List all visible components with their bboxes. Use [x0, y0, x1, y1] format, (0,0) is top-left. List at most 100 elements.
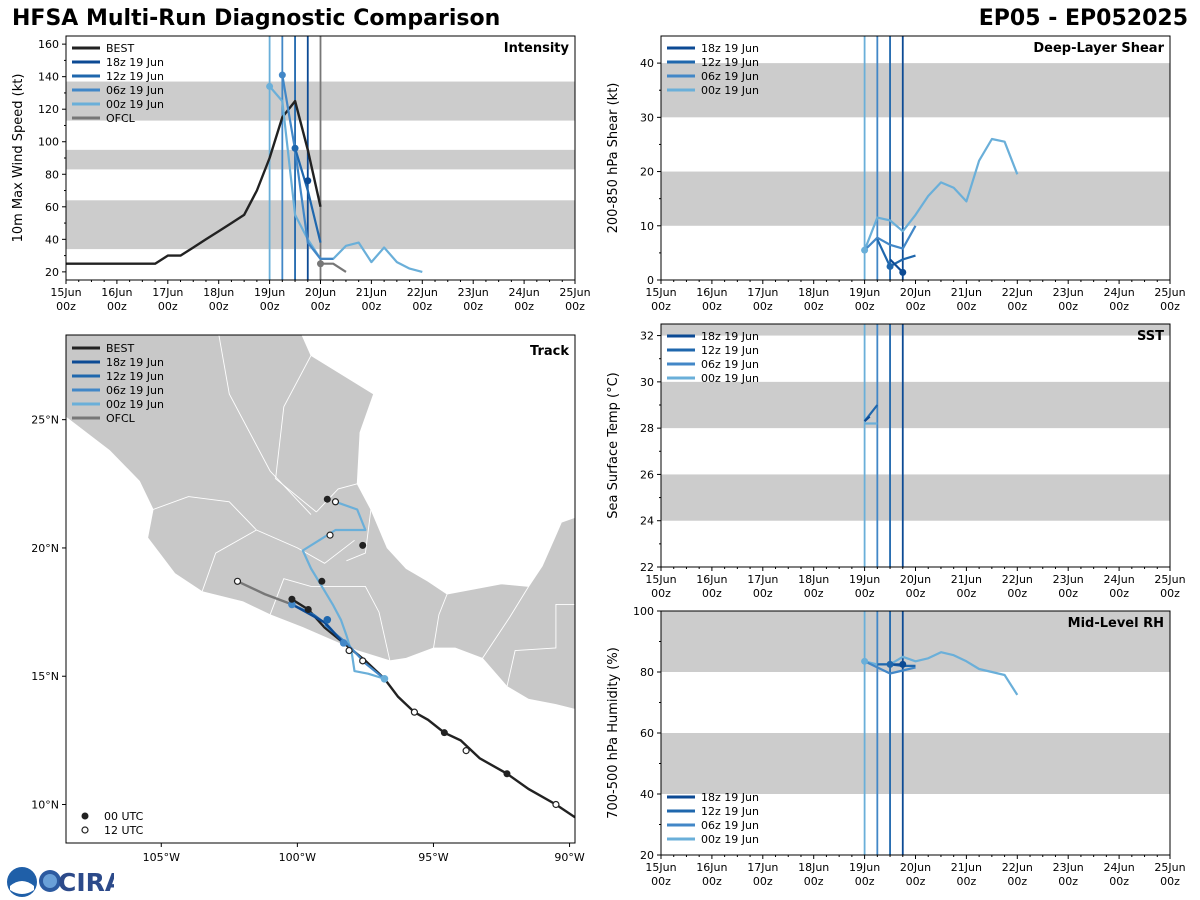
shear-xtick-label: 18Jun [798, 286, 829, 299]
track-legend-label: BEST [106, 342, 134, 355]
shear-xtick-label: 00z [753, 300, 773, 313]
rh-xtick-label: 00z [906, 875, 926, 888]
shear-xtick-label: 00z [651, 300, 671, 313]
intensity-ytick-label: 100 [38, 136, 59, 149]
sst-xtick-label: 00z [855, 587, 875, 600]
shear-legend-label: 12z 19 Jun [701, 56, 759, 69]
sst-xtick-label: 00z [1160, 587, 1180, 600]
sst-xtick-label: 20Jun [900, 573, 931, 586]
rh-marker-12z-19-jun [886, 660, 894, 668]
track-map-layer [0, 227, 602, 819]
rh-marker-00z-19-jun [861, 657, 869, 665]
intensity-xtick-label: 19Jun [254, 286, 285, 299]
noaa-wave-icon [10, 881, 34, 894]
track-xtick-label: 95°W [418, 851, 448, 864]
shear-xtick-label: 00z [804, 300, 824, 313]
rh-ytick-label: 100 [633, 605, 654, 618]
rh-ytick-label: 40 [640, 788, 654, 801]
shear-xtick-label: 00z [906, 300, 926, 313]
sst-panel-title: SST [1137, 329, 1164, 344]
shear-xtick-label: 22Jun [1002, 286, 1033, 299]
shear-xtick-label: 17Jun [747, 286, 778, 299]
track-xtick-label: 90°W [554, 851, 584, 864]
intensity-marker-06z-19-jun [278, 71, 286, 79]
shear-ytick-label: 0 [647, 274, 654, 287]
intensity-xtick-label: 17Jun [152, 286, 183, 299]
rh-band [661, 733, 1170, 794]
rh-ytick-label: 80 [640, 666, 654, 679]
shear-xtick-label: 20Jun [900, 286, 931, 299]
shear-ytick-label: 30 [640, 111, 654, 124]
baja-land [0, 227, 39, 471]
track-panel: 105°W 100°W 95°W 90°W 10°N 15°N 20°N 25°N Track B… [0, 227, 602, 864]
sst-xtick-label: 19Jun [849, 573, 880, 586]
best-point-00utc [323, 495, 331, 503]
shear-legend-label: 00z 19 Jun [701, 84, 759, 97]
intensity-xtick-label: 00z [514, 300, 534, 313]
rh-xtick-label: 16Jun [696, 861, 727, 874]
intensity-xtick-label: 00z [565, 300, 585, 313]
shear-xtick-label: 00z [1058, 300, 1078, 313]
rh-xtick-label: 25Jun [1154, 861, 1185, 874]
shear-band [661, 171, 1170, 226]
track-ytick-label: 20°N [31, 542, 59, 555]
rh-xtick-label: 00z [957, 875, 977, 888]
intensity-ytick-label: 80 [45, 168, 59, 181]
rh-xtick-label: 00z [1160, 875, 1180, 888]
rh-xtick-label: 17Jun [747, 861, 778, 874]
shear-xtick-label: 00z [702, 300, 722, 313]
rh-series-06z-19-jun [864, 660, 916, 675]
shear-panel-title: Deep-Layer Shear [1033, 41, 1164, 56]
state-border [586, 656, 602, 715]
shear-xtick-label: 00z [957, 300, 977, 313]
intensity-xtick-label: 00z [158, 300, 178, 313]
sst-legend-label: 00z 19 Jun [701, 372, 759, 385]
track-frame [65, 334, 576, 844]
intensity-xtick-label: 18Jun [203, 286, 234, 299]
best-point-12utc [410, 708, 419, 716]
intensity-xtick-label: 00z [56, 300, 76, 313]
intensity-panel-title: Intensity [504, 41, 570, 56]
rh-xtick-label: 15Jun [645, 861, 676, 874]
shear-ytick-label: 20 [640, 166, 654, 179]
intensity-xtick-label: 16Jun [101, 286, 132, 299]
shear-panel: 01020304015Jun00z16Jun00z17Jun00z18Jun00… [606, 35, 1186, 313]
track-xtick-label: 100°W [279, 851, 316, 864]
sst-xtick-label: 00z [957, 587, 977, 600]
intensity-marker-00z-19-jun [266, 82, 274, 90]
track-ytick-label: 15°N [31, 670, 59, 683]
shear-marker-00z-19-jun [861, 246, 869, 254]
shear-ytick-label: 10 [640, 220, 654, 233]
sst-band [661, 474, 1170, 521]
intensity-ytick-label: 140 [38, 71, 59, 84]
shear-xtick-label: 00z [1109, 300, 1129, 313]
shear-ylabel: 200-850 hPa Shear (kt) [606, 83, 621, 234]
intensity-legend-label: 12z 19 Jun [106, 70, 164, 83]
track-run-marker [288, 600, 296, 609]
rh-ylabel: 700-500 hPa Humidity (%) [606, 647, 621, 819]
shear-legend-label: 06z 19 Jun [701, 70, 759, 83]
track-ytick-label: 10°N [31, 799, 59, 812]
sst-legend-label: 18z 19 Jun [701, 330, 759, 343]
rh-xtick-label: 23Jun [1053, 861, 1084, 874]
chart-title: HFSA Multi-Run Diagnostic Comparison [12, 6, 501, 31]
intensity-xtick-label: 00z [311, 300, 331, 313]
track-run-marker [323, 615, 332, 624]
sst-band [661, 381, 1170, 429]
shear-marker-12z-19-jun [886, 262, 894, 270]
intensity-ytick-label: 120 [38, 103, 59, 116]
sst-ytick-label: 22 [640, 561, 654, 574]
intensity-series-06z-19-jun [281, 74, 334, 260]
state-border [346, 509, 372, 562]
sst-xtick-label: 16Jun [696, 573, 727, 586]
sst-xtick-label: 15Jun [645, 573, 676, 586]
sst-xtick-label: 25Jun [1154, 573, 1185, 586]
sst-xtick-label: 00z [1007, 587, 1027, 600]
intensity-ylabel: 10m Max Wind Speed (kt) [11, 74, 26, 243]
intensity-series-12z-19-jun [294, 147, 322, 243]
intensity-marker-18z-19-jun [304, 177, 312, 185]
rh-xtick-label: 22Jun [1002, 861, 1033, 874]
